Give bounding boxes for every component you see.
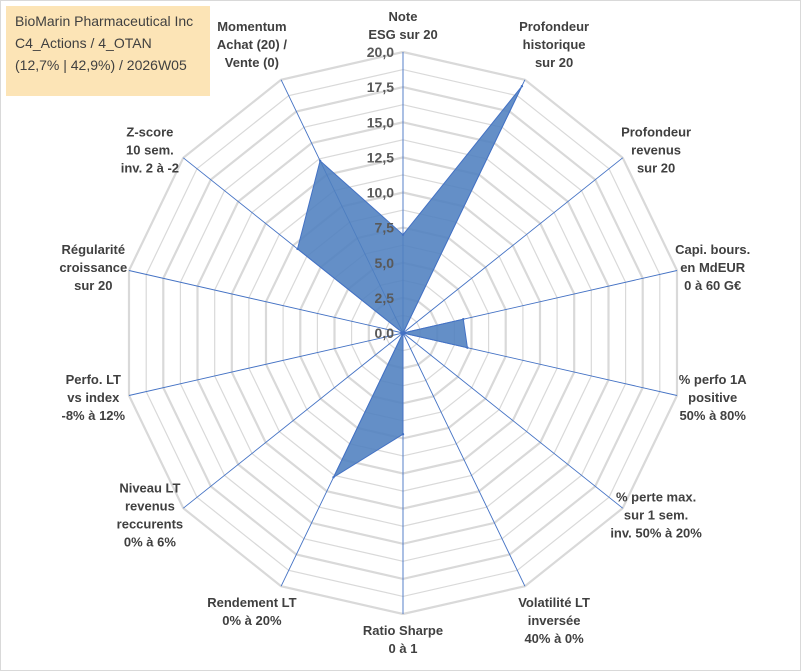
category-label: Volatilité LT inversée 40% à 0% (518, 595, 590, 646)
spoke-line (183, 332, 404, 509)
data-point (332, 476, 335, 479)
data-point (466, 346, 469, 349)
spoke-line (128, 332, 404, 396)
category-label: % perte max. sur 1 sem. inv. 50% à 20% (610, 490, 702, 541)
data-point (318, 159, 322, 162)
category-label: Niveau LT revenus reccurents 0% à 6% (117, 481, 183, 550)
category-label: Momentum Achat (20) / Vente (0) (217, 19, 287, 70)
series-area (296, 85, 523, 479)
data-point (296, 247, 299, 251)
chart-title-company: BioMarin Pharmaceutical Inc (15, 13, 194, 29)
spoke-line (402, 332, 623, 509)
category-label: Ratio Sharpe 0 à 1 (363, 623, 443, 656)
spoke-line (402, 332, 526, 587)
data-point (401, 433, 405, 436)
category-label: Note ESG sur 20 (368, 9, 437, 42)
data-point (401, 233, 405, 236)
category-label: Perfo. LT vs index -8% à 12% (62, 372, 126, 423)
tick-label: 5,0 (375, 255, 395, 271)
category-label: Z-score 10 sem. inv. 2 à -2 (121, 124, 179, 175)
spoke-line (402, 157, 623, 334)
chart-title-box: BioMarin Pharmaceutical Inc C4_Actions /… (6, 6, 210, 96)
data-point (401, 331, 405, 335)
category-label: Rendement LT 0% à 20% (207, 595, 296, 628)
category-label: Régularité croissance sur 20 (59, 242, 127, 293)
tick-label: 2,5 (375, 290, 395, 306)
spoke-line (128, 270, 404, 334)
tick-label: 0,0 (375, 325, 395, 341)
data-point (520, 85, 524, 88)
tick-label: 15,0 (367, 114, 394, 130)
data-point (462, 318, 465, 321)
category-label: % perfo 1A positive 50% à 80% (679, 372, 748, 423)
category-label: Profondeur revenus sur 20 (621, 124, 691, 175)
tick-label: 10,0 (367, 185, 394, 201)
chart-title-category: C4_Actions / 4_OTAN (15, 35, 152, 51)
category-label: Capi. bours. en MdEUR 0 à 60 G€ (675, 242, 750, 293)
tick-label: 7,5 (375, 220, 395, 236)
category-label: Profondeur historique sur 20 (519, 19, 589, 70)
tick-label: 20,0 (367, 44, 394, 60)
chart-title-stats: (12,7% | 42,9%) / 2026W05 (15, 57, 187, 73)
tick-label: 12,5 (367, 149, 394, 165)
tick-label: 17,5 (367, 79, 394, 95)
